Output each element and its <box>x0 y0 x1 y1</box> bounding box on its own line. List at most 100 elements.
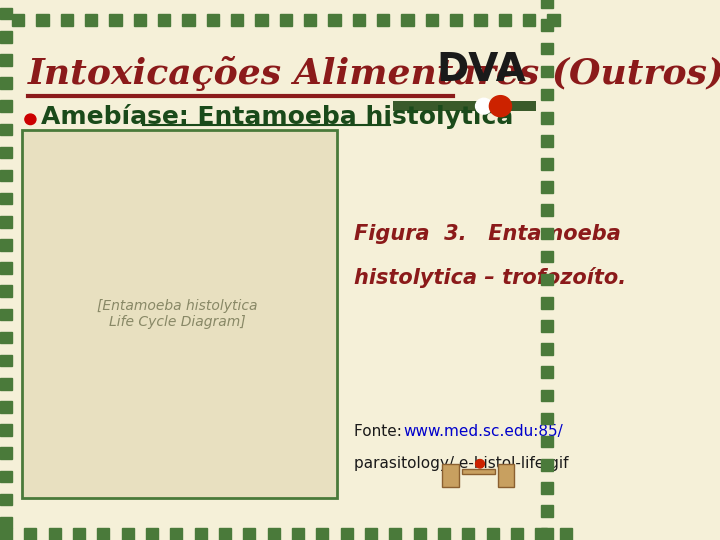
Bar <box>499 14 511 26</box>
Bar <box>0 77 12 89</box>
Bar <box>511 529 523 540</box>
Bar <box>0 332 12 343</box>
Bar <box>541 0 553 8</box>
Bar <box>377 14 390 26</box>
Bar <box>0 401 12 413</box>
Bar <box>158 14 171 26</box>
Bar <box>0 517 12 529</box>
Bar <box>0 31 12 43</box>
Bar <box>146 529 158 540</box>
Bar <box>0 529 12 540</box>
Bar <box>535 529 547 540</box>
Bar <box>0 147 12 158</box>
Bar <box>541 297 553 309</box>
Bar <box>0 286 12 297</box>
Bar <box>541 413 553 424</box>
Bar <box>0 424 12 436</box>
Bar <box>49 529 60 540</box>
Bar <box>541 367 553 378</box>
Bar <box>60 14 73 26</box>
Bar <box>0 193 12 205</box>
Circle shape <box>25 114 36 125</box>
Bar <box>0 8 12 19</box>
Bar <box>0 124 12 135</box>
Text: [Entamoeba histolytica
Life Cycle Diagram]: [Entamoeba histolytica Life Cycle Diagra… <box>96 299 257 329</box>
Bar <box>541 482 553 494</box>
Bar <box>541 205 553 216</box>
Bar <box>438 529 450 540</box>
Bar <box>182 14 194 26</box>
Bar <box>541 343 553 355</box>
Bar <box>541 112 553 124</box>
Bar <box>194 529 207 540</box>
Bar <box>541 274 553 286</box>
Bar <box>256 14 268 26</box>
Bar <box>122 529 134 540</box>
Bar <box>462 469 495 474</box>
Bar <box>0 239 12 251</box>
Bar <box>134 14 146 26</box>
Bar <box>365 529 377 540</box>
Text: Amebíase: Entamoeba histolytica: Amebíase: Entamoeba histolytica <box>42 104 514 129</box>
Bar <box>73 529 85 540</box>
Bar <box>0 378 12 389</box>
Text: DVA: DVA <box>436 51 526 89</box>
Bar <box>0 170 12 181</box>
Text: Fonte:: Fonte: <box>354 424 421 440</box>
Bar <box>292 529 304 540</box>
Bar <box>85 14 97 26</box>
Bar <box>541 529 553 540</box>
Bar <box>328 14 341 26</box>
Bar <box>541 228 553 239</box>
Bar <box>541 89 553 100</box>
Bar <box>268 529 280 540</box>
Bar <box>541 389 553 401</box>
Bar <box>402 14 413 26</box>
Bar <box>541 505 553 517</box>
Bar <box>498 464 514 488</box>
Bar <box>413 529 426 540</box>
Circle shape <box>490 96 511 117</box>
Text: parasitology/ e-histol-life.gif: parasitology/ e-histol-life.gif <box>354 456 568 471</box>
Bar <box>109 14 122 26</box>
Bar <box>341 529 353 540</box>
Bar <box>559 529 572 540</box>
Bar <box>541 135 553 147</box>
Bar <box>207 14 219 26</box>
Bar <box>231 14 243 26</box>
FancyBboxPatch shape <box>22 130 337 498</box>
Circle shape <box>475 98 492 114</box>
Bar <box>37 14 49 26</box>
Text: histolytica – trofozoíto.: histolytica – trofozoíto. <box>354 267 626 288</box>
Bar <box>541 436 553 448</box>
Bar <box>304 14 316 26</box>
Bar <box>541 43 553 54</box>
Bar <box>390 529 402 540</box>
Bar <box>541 181 553 193</box>
Bar <box>541 158 553 170</box>
Bar <box>523 14 535 26</box>
Bar <box>541 320 553 332</box>
Bar <box>0 54 12 66</box>
Bar <box>0 470 12 482</box>
FancyBboxPatch shape <box>12 26 541 529</box>
Bar <box>219 529 231 540</box>
Bar <box>462 529 474 540</box>
Bar <box>541 251 553 262</box>
Bar <box>353 14 365 26</box>
Bar <box>450 14 462 26</box>
Bar <box>541 19 553 31</box>
Bar <box>0 494 12 505</box>
Bar <box>442 464 459 488</box>
Circle shape <box>475 460 485 468</box>
Bar <box>0 262 12 274</box>
Bar <box>0 309 12 320</box>
Text: Intoxicações Alimentares (Outros): Intoxicações Alimentares (Outros) <box>27 56 720 91</box>
Bar <box>243 529 256 540</box>
Bar <box>280 14 292 26</box>
Bar <box>487 529 499 540</box>
Bar <box>0 100 12 112</box>
Bar <box>541 459 553 470</box>
Bar <box>541 66 553 77</box>
Bar <box>97 529 109 540</box>
